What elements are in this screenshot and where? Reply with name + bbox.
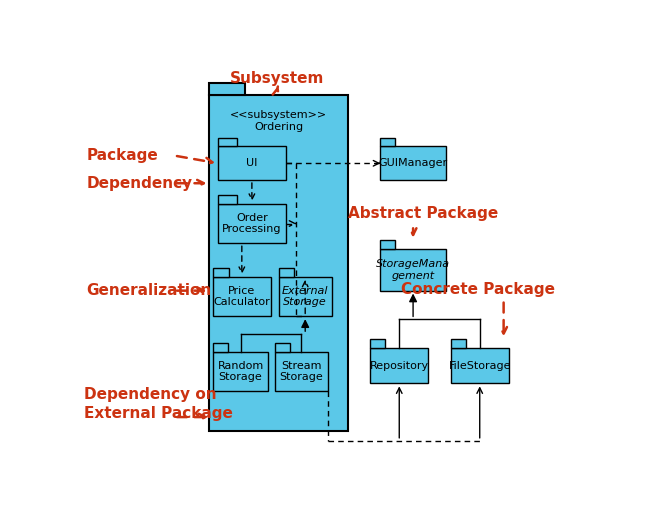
Bar (380, 138, 395, 147)
Text: Package: Package (86, 148, 158, 163)
Bar (275, 352, 328, 391)
Text: Repository: Repository (370, 361, 429, 371)
Text: Stream
Storage: Stream Storage (279, 361, 323, 383)
Text: <<subsystem>>
Ordering: <<subsystem>> Ordering (230, 110, 327, 132)
Bar (210, 83, 245, 95)
Bar (371, 348, 428, 384)
Bar (210, 95, 348, 431)
Bar (451, 348, 509, 384)
Text: Order
Processing: Order Processing (222, 213, 282, 234)
Bar (279, 277, 332, 317)
Text: Concrete Package: Concrete Package (400, 282, 554, 298)
Text: StorageMana
gement: StorageMana gement (376, 259, 450, 281)
Bar (218, 138, 237, 147)
Bar (451, 339, 466, 348)
Bar (380, 147, 446, 180)
Text: Subsystem: Subsystem (230, 71, 324, 86)
Text: Random
Storage: Random Storage (217, 361, 263, 383)
Bar (380, 249, 446, 291)
Text: Generalization: Generalization (86, 283, 212, 298)
Bar (371, 339, 386, 348)
Bar (218, 147, 286, 180)
Text: Price
Calculator: Price Calculator (214, 286, 270, 307)
Bar (218, 204, 286, 243)
Bar (213, 343, 228, 352)
Text: UI: UI (246, 159, 258, 168)
Bar (213, 268, 229, 277)
Text: Dependency on
External Package: Dependency on External Package (84, 387, 232, 421)
Bar (380, 241, 395, 249)
Text: GUIManager: GUIManager (378, 159, 448, 168)
Text: Dependency: Dependency (86, 176, 192, 191)
Bar (275, 343, 290, 352)
Text: FileStorage: FileStorage (448, 361, 511, 371)
Bar (218, 195, 237, 204)
Bar (279, 268, 294, 277)
Bar (213, 277, 271, 317)
Text: Abstract Package: Abstract Package (348, 206, 498, 221)
Text: External
Storage: External Storage (282, 286, 328, 307)
Bar (213, 352, 268, 391)
